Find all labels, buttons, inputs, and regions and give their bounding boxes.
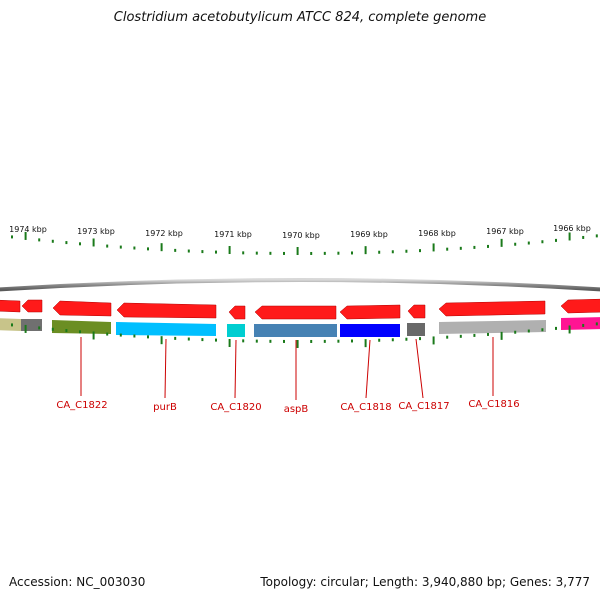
cog-block[interactable] [116, 322, 216, 336]
gene-labels: CA_C1822 purB CA_C1820 aspB CA_C1818 CA_… [56, 399, 519, 415]
cog-block[interactable] [52, 320, 111, 334]
gene-arrow[interactable] [339, 304, 401, 320]
gene-label[interactable]: CA_C1818 [340, 402, 391, 413]
scale-label: 1968 kbp [418, 229, 456, 238]
gene-arrow[interactable] [407, 304, 426, 319]
gene-label[interactable]: CA_C1820 [210, 402, 261, 413]
gene-arrow[interactable] [116, 302, 217, 319]
cog-block[interactable] [340, 324, 400, 337]
cog-block[interactable] [254, 324, 337, 337]
gene-arrow[interactable] [0, 299, 21, 313]
leader-line [164, 338, 167, 399]
map-title: Clostridium acetobutylicum ATCC 824, com… [113, 10, 487, 25]
cog-block[interactable] [0, 318, 21, 331]
gene-arrow[interactable] [438, 300, 546, 317]
cog-block[interactable] [561, 317, 600, 330]
scale-label: 1967 kbp [486, 227, 524, 236]
gene-label[interactable]: CA_C1822 [56, 400, 107, 411]
gene-label[interactable]: aspB [284, 404, 309, 415]
cog-blocks [0, 317, 600, 337]
genome-summary-text: Topology: circular; Length: 3,940,880 bp… [260, 575, 590, 589]
gene-label[interactable]: CA_C1817 [398, 401, 449, 412]
label-leaders [80, 337, 494, 400]
gene-arrow[interactable] [52, 300, 112, 317]
gene-label[interactable]: CA_C1816 [468, 399, 519, 410]
scale-ticks-top [11, 231, 598, 255]
scale-label: 1973 kbp [77, 227, 115, 236]
scale-label: 1974 kbp [9, 225, 47, 234]
leader-line [415, 338, 424, 399]
gene-arrow[interactable] [21, 299, 43, 313]
scale-label: 1966 kbp [553, 224, 591, 233]
gene-arrow[interactable] [560, 298, 600, 314]
scale-label: 1970 kbp [282, 231, 320, 240]
gene-arrow[interactable] [228, 305, 246, 320]
gene-arrow[interactable] [254, 305, 337, 320]
gene-label[interactable]: purB [153, 402, 177, 413]
scale-labels: 1974 kbp 1973 kbp 1972 kbp 1971 kbp 1970… [9, 224, 591, 240]
leader-line [365, 339, 371, 399]
accession-text: Accession: NC_003030 [9, 575, 146, 589]
leader-line [234, 339, 237, 399]
scale-label: 1969 kbp [350, 230, 388, 239]
cog-block[interactable] [227, 324, 245, 337]
scale-label: 1971 kbp [214, 230, 252, 239]
scale-ticks-bottom [11, 322, 598, 348]
cog-block[interactable] [407, 323, 425, 336]
genome-backbone [0, 278, 600, 292]
cog-block[interactable] [439, 320, 546, 334]
scale-label: 1972 kbp [145, 229, 183, 238]
gene-arrows [0, 298, 600, 320]
